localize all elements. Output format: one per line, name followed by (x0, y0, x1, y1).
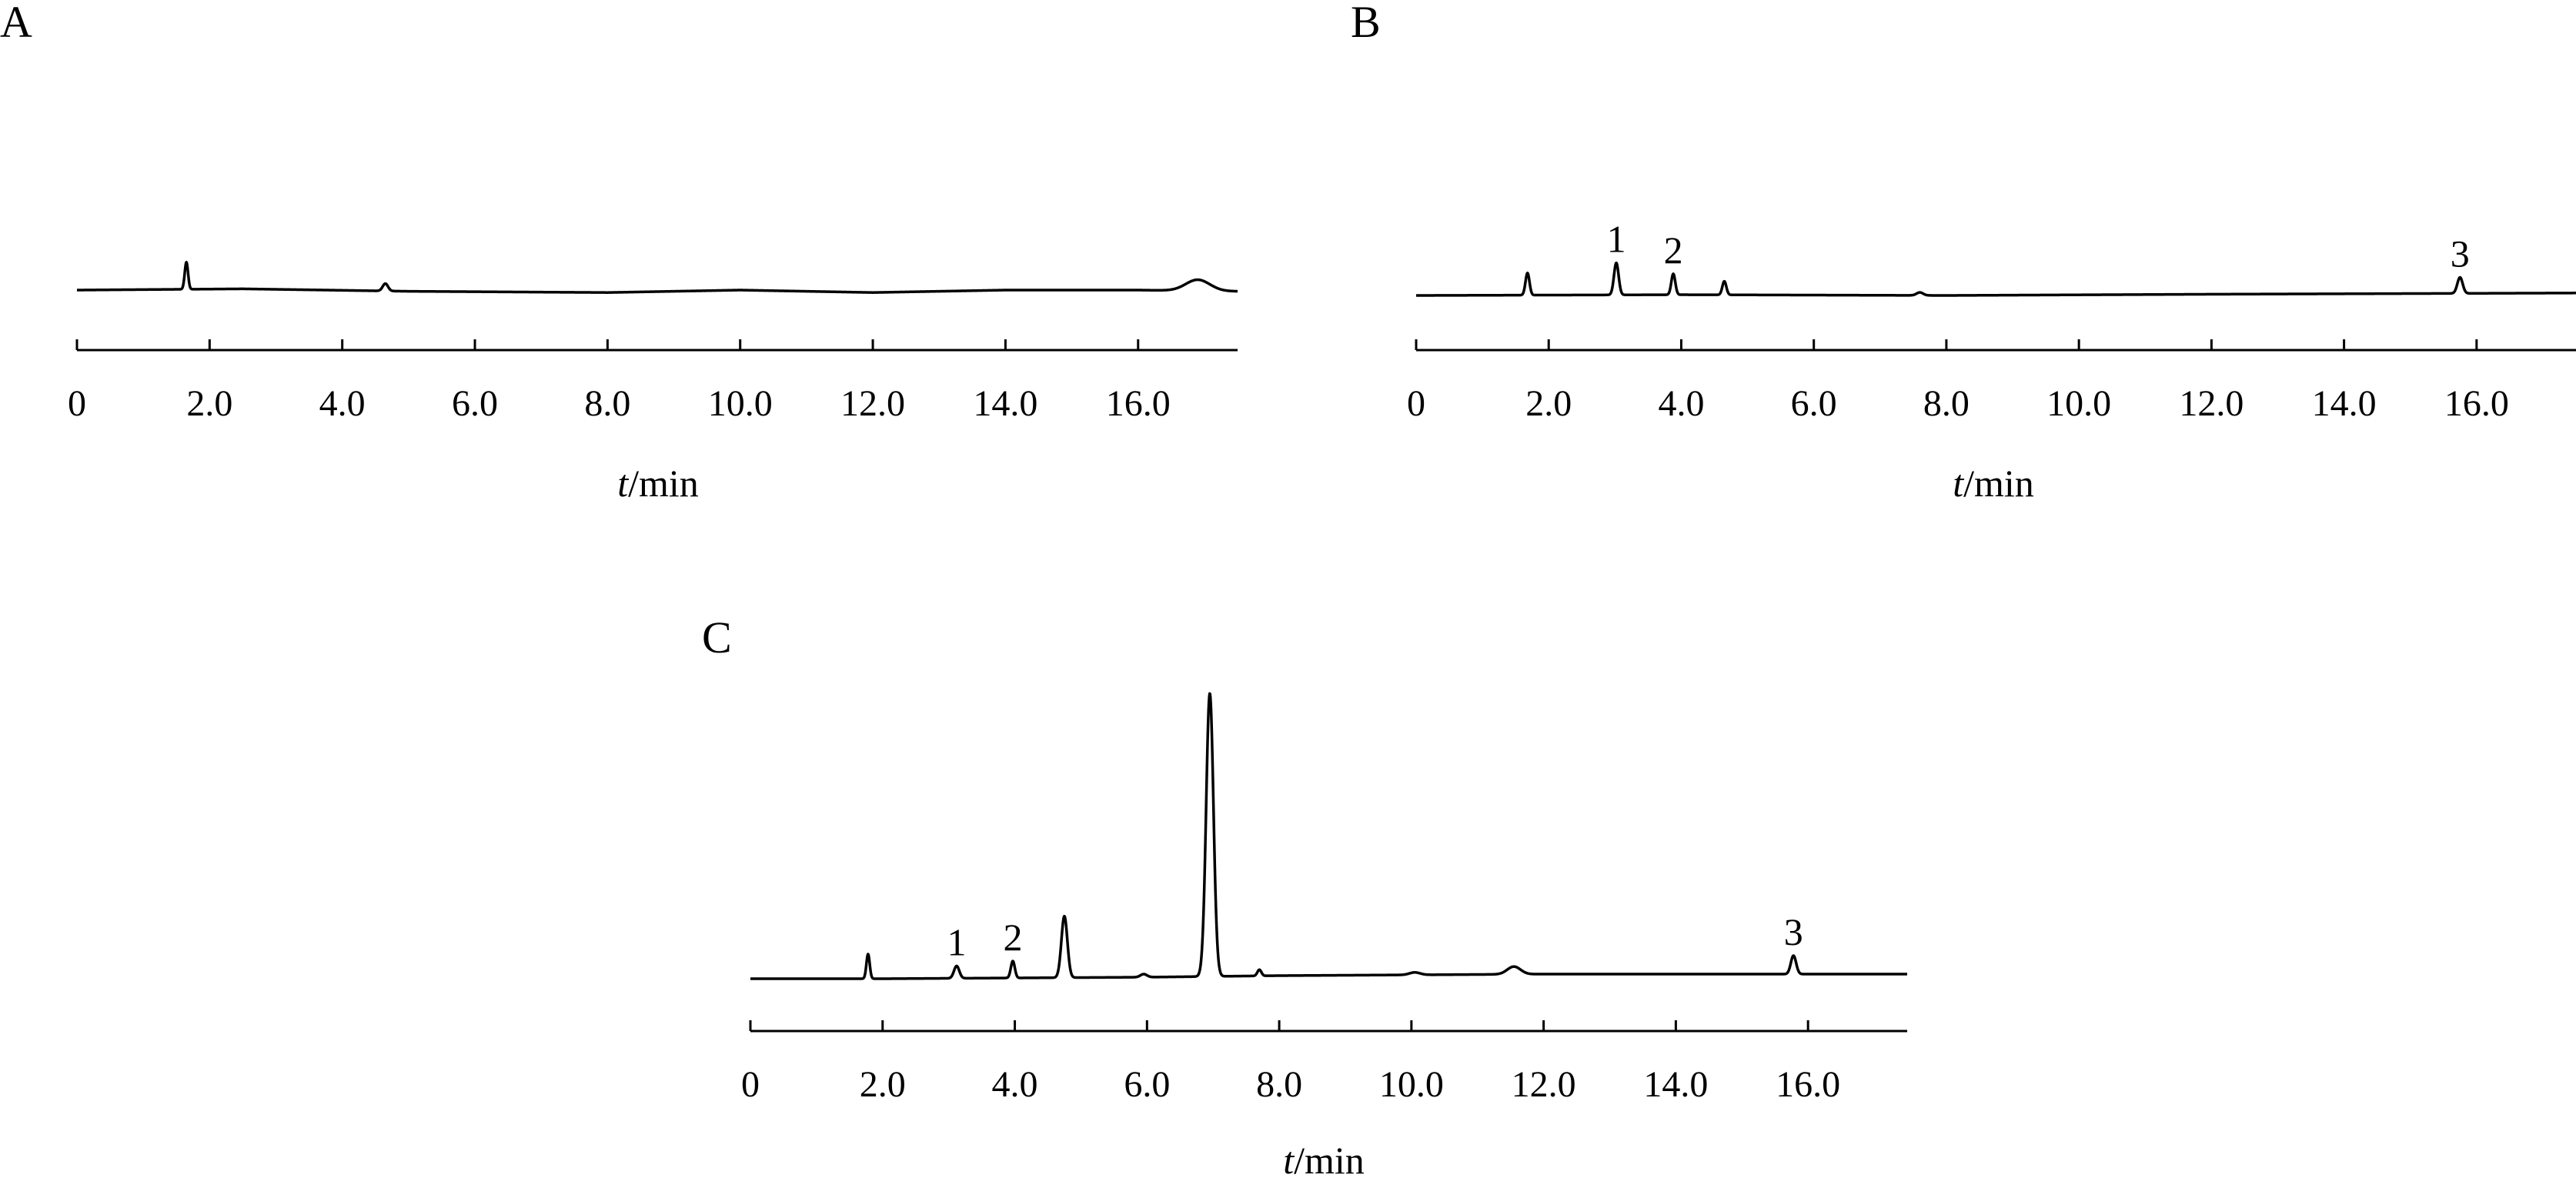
x-tick-label: 0 (741, 1064, 760, 1105)
x-tick-label: 0 (68, 383, 86, 424)
panel-label: C (702, 612, 732, 662)
x-tick-label: 8.0 (1256, 1064, 1302, 1105)
peak-label: 1 (947, 920, 966, 963)
x-tick-label: 4.0 (319, 383, 366, 424)
x-tick-label: 10.0 (2046, 383, 2111, 424)
peak-label: 3 (2451, 232, 2470, 275)
x-tick-label: 8.0 (584, 383, 630, 424)
x-axis-title: t/min (1953, 462, 2034, 505)
x-axis-unit: /min (1294, 1139, 1365, 1178)
x-tick-label: 10.0 (1379, 1064, 1444, 1105)
x-tick-label: 12.0 (840, 383, 905, 424)
x-tick-label: 2.0 (860, 1064, 906, 1105)
x-tick-label: 6.0 (452, 383, 498, 424)
x-tick-label: 6.0 (1124, 1064, 1170, 1105)
x-tick-label: 16.0 (1106, 383, 1171, 424)
x-tick-label: 12.0 (1512, 1064, 1576, 1105)
x-tick-label: 14.0 (2312, 383, 2377, 424)
x-tick-label: 16.0 (2444, 383, 2509, 424)
peak-label: 1 (1607, 218, 1626, 261)
x-tick-label: 12.0 (2179, 383, 2244, 424)
panel-label: A (0, 0, 32, 47)
peak-label: 2 (1664, 229, 1683, 272)
x-tick-label: 10.0 (708, 383, 773, 424)
x-axis-unit: /min (628, 462, 699, 505)
chromatogram-panel-b: B t/min 0 2.0 4.0 6.0 8.0 10.0 12.0 14.0 16.0 1 2 3 (1351, 0, 2576, 505)
x-axis-title: t/min (617, 462, 699, 505)
x-tick-label: 4.0 (992, 1064, 1038, 1105)
peak-label: 3 (1784, 910, 1803, 953)
x-tick-label: 0 (1407, 383, 1425, 424)
x-tick-label: 14.0 (1643, 1064, 1708, 1105)
chromatogram-panel-c: C t/min 0 2.0 4.0 6.0 8.0 10.0 12.0 14.0 16.0 1 2 3 (702, 612, 1909, 1178)
x-tick-label: 2.0 (1525, 383, 1572, 424)
x-tick-label: 4.0 (1658, 383, 1704, 424)
x-tick-label: 2.0 (186, 383, 232, 424)
panel-label: B (1351, 0, 1381, 47)
x-axis-title: t/min (1283, 1139, 1365, 1178)
peak-label: 2 (1003, 916, 1022, 959)
x-tick-label: 8.0 (1923, 383, 1970, 424)
x-tick-label: 6.0 (1791, 383, 1837, 424)
x-axis-variable: t (1283, 1139, 1295, 1178)
chromatogram-trace (749, 692, 1909, 980)
chromatogram-panel-a: A t/min 0 2.0 4.0 6.0 8.0 10.0 12.0 14.0 16.0 (0, 0, 1239, 505)
x-tick-label: 16.0 (1776, 1064, 1840, 1105)
chromatogram-trace (75, 261, 1239, 294)
x-tick-label: 14.0 (973, 383, 1037, 424)
x-axis-unit: /min (1963, 462, 2034, 505)
x-axis-variable: t (617, 462, 629, 505)
x-axis-variable: t (1953, 462, 1964, 505)
chromatogram-trace (1415, 261, 2576, 297)
